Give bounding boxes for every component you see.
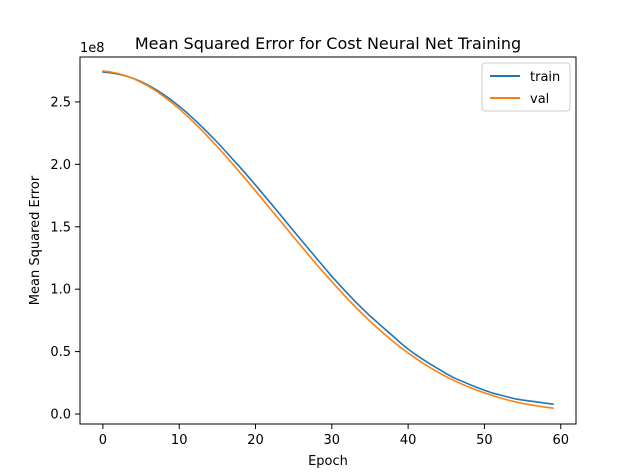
y-tick-label: 1.0 <box>50 283 71 298</box>
series-line-val <box>102 70 554 409</box>
series-line-train <box>102 71 554 405</box>
y-tick-label: 2.5 <box>50 95 71 110</box>
legend: train val <box>481 62 571 112</box>
x-tick-label: 20 <box>247 433 264 448</box>
y-axis-label: Mean Squared Error <box>28 175 43 305</box>
x-axis-label: Epoch <box>308 454 348 469</box>
y-axis-offset-label: 1e8 <box>80 41 105 56</box>
legend-train-label: train <box>530 70 560 85</box>
x-tick-label: 30 <box>324 433 341 448</box>
y-axis-ticks: 0.0 0.5 1.0 1.5 2.0 2.5 <box>50 95 80 423</box>
x-tick-label: 50 <box>476 433 493 448</box>
x-tick-label: 60 <box>552 433 569 448</box>
x-tick-label: 10 <box>171 433 188 448</box>
y-tick-label: 2.0 <box>50 158 71 173</box>
x-tick-label: 0 <box>99 433 107 448</box>
chart-title: Mean Squared Error for Cost Neural Net T… <box>135 34 521 53</box>
y-tick-label: 0.0 <box>50 408 71 423</box>
y-tick-label: 1.5 <box>50 220 71 235</box>
series-layer <box>102 70 554 409</box>
axes-frame <box>79 56 577 425</box>
x-axis-ticks: 0 10 20 30 40 50 60 <box>99 424 569 448</box>
plot-area: 0 10 20 30 40 50 60 0.0 0.5 1.0 1.5 2.0 2.5 <box>50 56 577 448</box>
y-tick-label: 0.5 <box>50 345 71 360</box>
legend-val-label: val <box>530 92 549 107</box>
x-tick-label: 40 <box>400 433 417 448</box>
